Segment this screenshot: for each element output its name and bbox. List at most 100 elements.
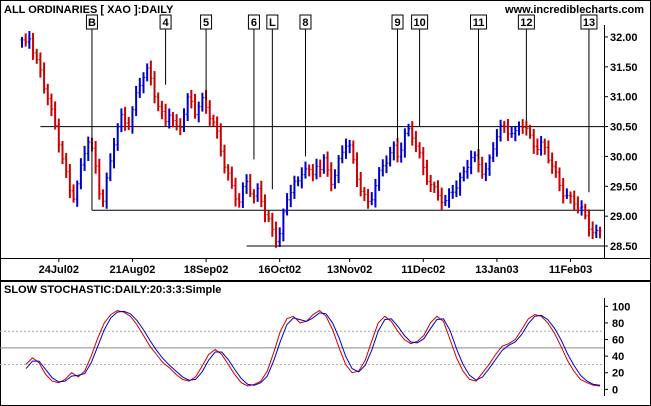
price-bar bbox=[245, 174, 249, 194]
price-bar bbox=[281, 208, 285, 242]
price-bar bbox=[42, 62, 46, 94]
price-bar bbox=[119, 108, 123, 133]
price-bar bbox=[340, 145, 344, 164]
stoch-y-tick-label: 20 bbox=[612, 368, 624, 380]
price-bar bbox=[248, 173, 252, 197]
price-bar bbox=[388, 146, 392, 167]
wave-marker-label: L bbox=[269, 17, 276, 29]
stoch-y-tick-label: 60 bbox=[612, 335, 624, 347]
wave-marker-box bbox=[85, 14, 98, 30]
price-bar bbox=[554, 160, 558, 178]
price-bar bbox=[145, 63, 149, 82]
wave-marker-box bbox=[580, 14, 598, 30]
price-bar bbox=[432, 181, 436, 194]
price-bar bbox=[259, 180, 263, 208]
wave-marker: 9 bbox=[391, 14, 404, 142]
wave-marker: 5 bbox=[200, 14, 213, 100]
price-bar bbox=[175, 114, 179, 131]
price-bar bbox=[31, 33, 35, 60]
price-x-tick-label: 24Jul02 bbox=[39, 264, 79, 276]
wave-marker-label: 4 bbox=[163, 17, 170, 29]
price-bar bbox=[171, 111, 175, 128]
price-bar bbox=[105, 172, 109, 209]
price-bar bbox=[337, 155, 341, 184]
price-bar bbox=[569, 191, 573, 204]
price-bar bbox=[407, 123, 411, 137]
price-bar bbox=[75, 180, 79, 207]
price-bar bbox=[421, 147, 425, 176]
price-bar bbox=[303, 161, 307, 179]
price-x-tick-label: 11Feb03 bbox=[549, 264, 592, 276]
wave-marker-label: 13 bbox=[583, 17, 595, 29]
support-resistance-lines bbox=[40, 126, 604, 247]
price-bar bbox=[377, 167, 381, 191]
price-bar bbox=[488, 154, 492, 176]
price-bar bbox=[108, 153, 112, 182]
stoch-y-tick-label: 80 bbox=[612, 318, 624, 330]
price-bar bbox=[267, 210, 271, 223]
price-bar bbox=[454, 180, 458, 198]
price-bar bbox=[241, 182, 245, 208]
wave-marker-box bbox=[470, 14, 488, 30]
price-bar bbox=[528, 124, 532, 139]
price-y-tick-label: 29.00 bbox=[610, 211, 638, 223]
price-bar bbox=[160, 100, 164, 120]
price-bar bbox=[429, 174, 433, 193]
price-bar bbox=[285, 193, 289, 216]
wave-marker: B bbox=[85, 14, 98, 211]
wave-marker: 8 bbox=[299, 14, 312, 157]
price-bar bbox=[546, 140, 550, 164]
price-y-tick-label: 30.50 bbox=[610, 122, 638, 134]
price-bar bbox=[543, 138, 547, 155]
price-bar bbox=[558, 167, 562, 192]
price-bar bbox=[532, 128, 536, 154]
price-bar bbox=[550, 152, 554, 174]
price-bar bbox=[458, 172, 462, 196]
price-bar bbox=[252, 189, 256, 204]
price-bar bbox=[580, 200, 584, 216]
price-bar bbox=[436, 180, 440, 201]
price-bar bbox=[495, 129, 499, 157]
price-bar bbox=[38, 52, 42, 78]
price-bar bbox=[447, 188, 451, 208]
price-bar bbox=[587, 209, 591, 237]
price-bar bbox=[208, 100, 212, 126]
price-bar bbox=[237, 193, 241, 208]
wave-marker: 6 bbox=[247, 14, 260, 160]
price-bar bbox=[116, 123, 120, 151]
price-bar bbox=[24, 33, 28, 47]
wave-marker-label: 5 bbox=[203, 17, 209, 29]
price-bar bbox=[156, 92, 160, 112]
price-bar bbox=[211, 114, 215, 126]
price-chart-title: ALL ORDINARIES [ XAO ]:DAILY bbox=[4, 4, 174, 16]
price-bar bbox=[480, 156, 484, 179]
price-bar bbox=[49, 93, 53, 117]
price-y-tick-labels: 32.00 31.50 31.00 30.50 30.00 29.50 29.00 28.50 bbox=[610, 32, 638, 253]
price-bar bbox=[94, 140, 98, 174]
price-bar bbox=[484, 162, 488, 182]
price-bar bbox=[572, 190, 576, 211]
price-x-tick-label: 13Nov02 bbox=[327, 264, 372, 276]
price-bar bbox=[292, 175, 296, 199]
price-bar bbox=[164, 103, 168, 126]
price-bar bbox=[591, 221, 595, 240]
wave-marker-label: B bbox=[88, 17, 96, 29]
price-bar bbox=[491, 142, 495, 163]
price-bar bbox=[167, 108, 171, 129]
price-bar bbox=[465, 159, 469, 179]
price-bar bbox=[318, 159, 322, 178]
wave-marker-label: 12 bbox=[520, 17, 532, 29]
price-bar bbox=[329, 162, 333, 192]
price-bar bbox=[462, 166, 466, 182]
price-y-tick-label: 31.50 bbox=[610, 62, 638, 74]
price-bar bbox=[469, 150, 473, 175]
price-bar bbox=[333, 169, 337, 189]
price-bar bbox=[307, 164, 311, 177]
price-bar bbox=[576, 196, 580, 214]
wave-marker: 4 bbox=[159, 14, 172, 85]
wave-marker-label: 6 bbox=[251, 17, 257, 29]
price-bar bbox=[289, 184, 293, 208]
price-bar bbox=[414, 131, 418, 153]
price-bar bbox=[186, 93, 190, 121]
price-y-tick-label: 32.00 bbox=[610, 32, 638, 44]
